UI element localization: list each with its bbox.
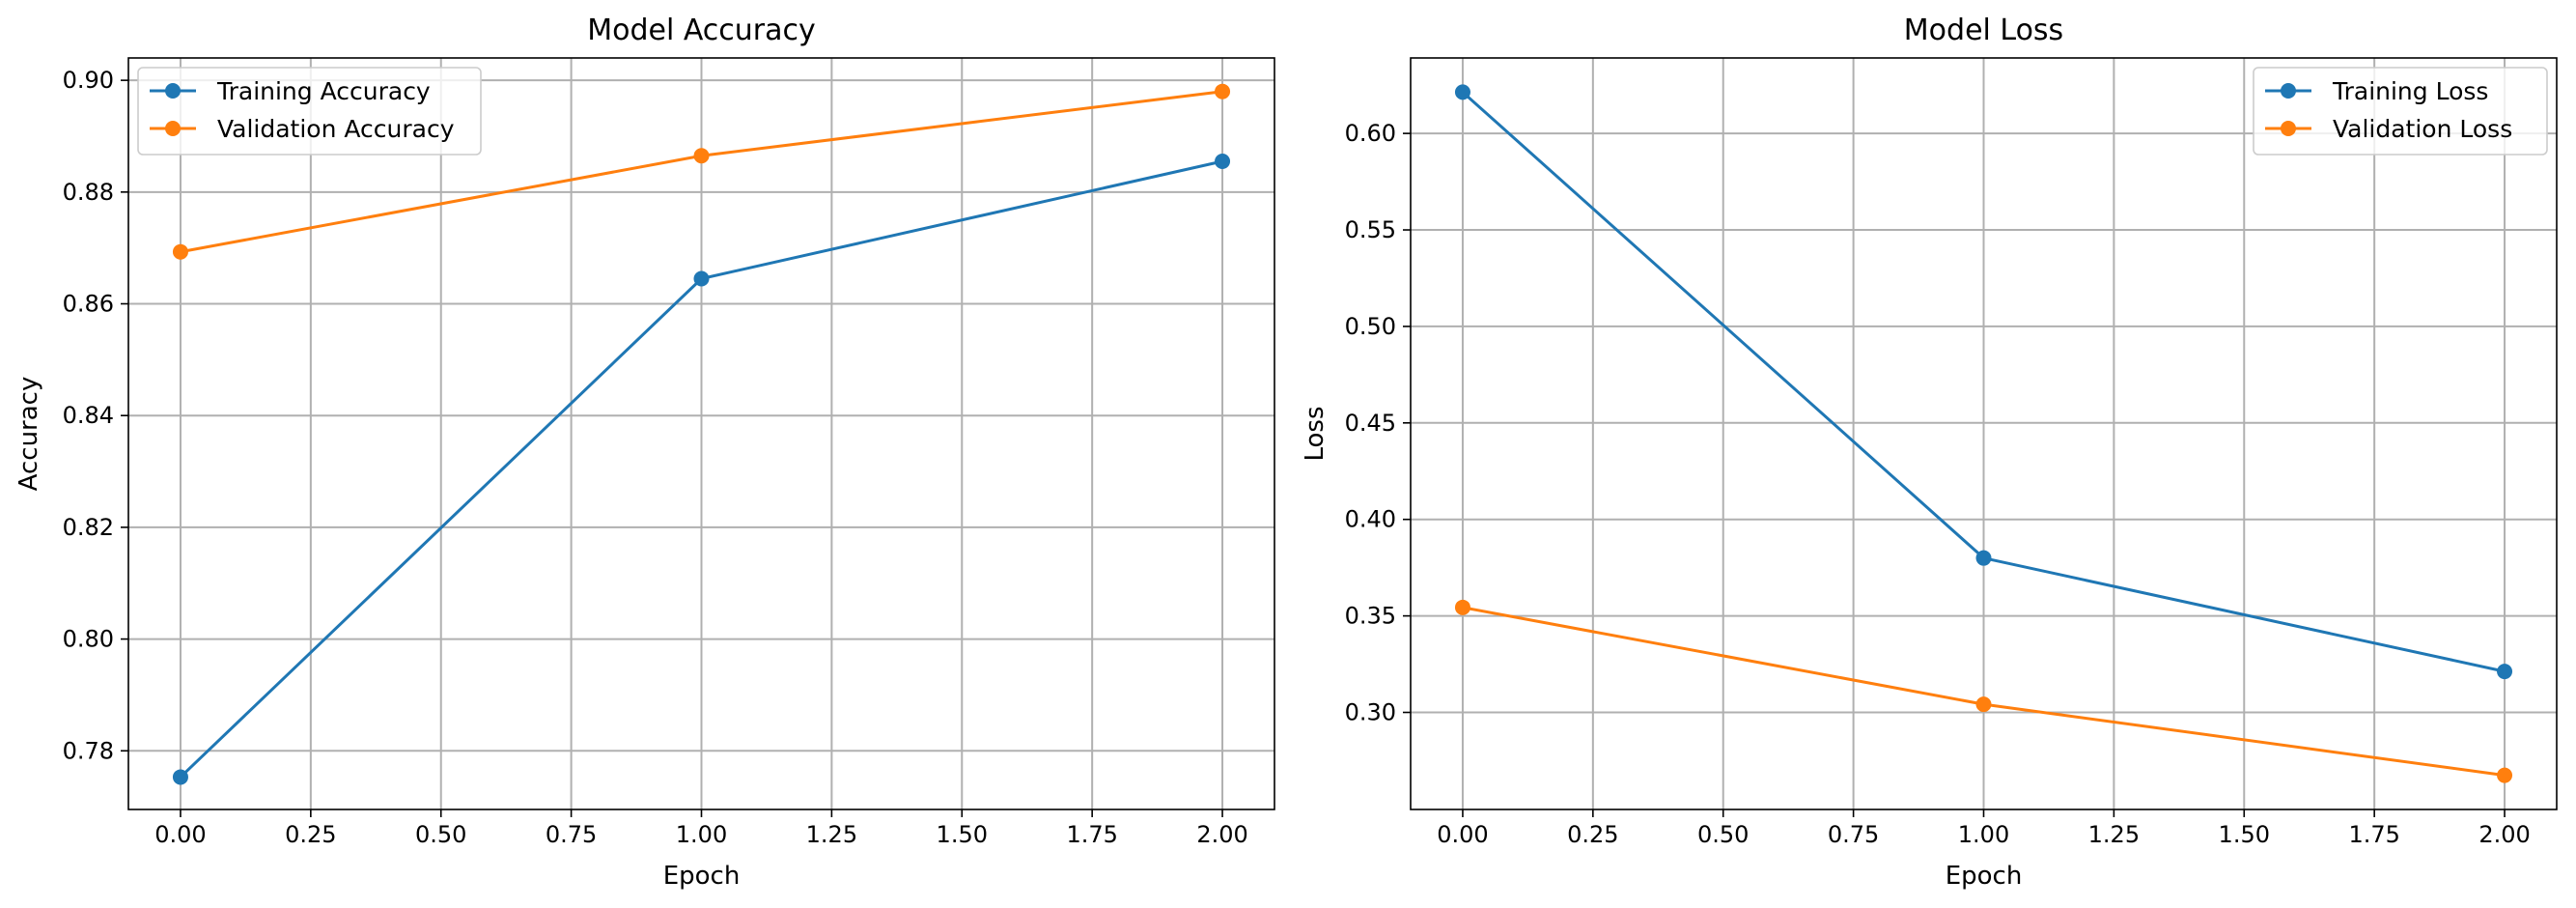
validation-loss-point xyxy=(1454,599,1470,615)
validation-accuracy-point xyxy=(693,148,710,164)
accuracy-x-tick-label: 1.00 xyxy=(676,821,727,848)
accuracy-x-tick-label: 0.50 xyxy=(415,821,466,848)
loss-x-tick-label: 0.25 xyxy=(1567,821,1618,848)
training-accuracy-point xyxy=(693,270,710,287)
accuracy-x-tick-label: 1.50 xyxy=(937,821,988,848)
training-loss-legend-marker xyxy=(2281,83,2296,99)
accuracy-y-tick-label: 0.88 xyxy=(63,179,114,206)
validation-accuracy-legend-marker xyxy=(165,121,181,136)
training-accuracy-legend-label: Training Accuracy xyxy=(216,77,431,105)
accuracy-y-axis-label: Accuracy xyxy=(14,377,43,492)
loss-x-tick-label: 0.00 xyxy=(1437,821,1488,848)
loss-x-tick-label: 1.00 xyxy=(1958,821,2009,848)
accuracy-y-tick-label: 0.90 xyxy=(63,67,114,94)
validation-accuracy-point xyxy=(1215,83,1231,99)
loss-y-tick-label: 0.45 xyxy=(1345,410,1396,437)
accuracy-y-tick-label: 0.80 xyxy=(63,626,114,653)
accuracy-y-tick-label: 0.84 xyxy=(63,402,114,429)
validation-accuracy-legend-label: Validation Accuracy xyxy=(217,115,455,143)
accuracy-y-tick-label: 0.78 xyxy=(63,737,114,764)
loss-x-axis-label: Epoch xyxy=(1946,862,2023,891)
accuracy-legend: Training Accuracy Validation Accuracy xyxy=(137,67,482,156)
accuracy-y-tick-label: 0.82 xyxy=(63,514,114,541)
training-accuracy-legend-marker xyxy=(165,83,181,99)
loss-x-tick-label: 0.75 xyxy=(1828,821,1879,848)
validation-accuracy-point xyxy=(172,243,188,260)
loss-x-tick-label: 1.75 xyxy=(2348,821,2399,848)
loss-x-tick-label: 1.50 xyxy=(2219,821,2270,848)
loss-legend: Training Loss Validation Loss xyxy=(2253,67,2548,156)
accuracy-x-tick-label: 0.00 xyxy=(154,821,206,848)
training-loss-point xyxy=(2497,664,2513,680)
loss-x-tick-label: 0.50 xyxy=(1697,821,1749,848)
accuracy-x-tick-label: 0.25 xyxy=(285,821,336,848)
loss-chart-title: Model Loss xyxy=(1904,14,2063,47)
training-loss-point xyxy=(1975,550,1992,566)
loss-y-tick-label: 0.40 xyxy=(1345,506,1396,533)
loss-x-tick-label: 2.00 xyxy=(2478,821,2530,848)
training-accuracy-point xyxy=(172,769,188,785)
accuracy-x-tick-label: 0.75 xyxy=(546,821,597,848)
training-accuracy-point xyxy=(1215,154,1231,170)
validation-loss-legend-label: Validation Loss xyxy=(2333,115,2512,143)
loss-chart: 0.00 0.25 0.50 0.75 1.00 1.25 1.50 1.75 2.00 0.30… xyxy=(1301,14,2558,891)
loss-y-tick-label: 0.55 xyxy=(1345,216,1396,243)
accuracy-x-tick-label: 2.00 xyxy=(1196,821,1247,848)
loss-y-tick-label: 0.60 xyxy=(1345,120,1396,147)
loss-x-tick-label: 1.25 xyxy=(2088,821,2140,848)
loss-legend-box xyxy=(2253,67,2548,156)
accuracy-x-tick-label: 1.25 xyxy=(806,821,857,848)
loss-y-tick-label: 0.30 xyxy=(1345,699,1396,726)
loss-y-tick-label: 0.50 xyxy=(1345,313,1396,340)
accuracy-x-tick-label: 1.75 xyxy=(1066,821,1117,848)
loss-y-tick-label: 0.35 xyxy=(1345,603,1396,630)
validation-loss-point xyxy=(1975,696,1992,713)
accuracy-legend-box xyxy=(137,67,482,156)
training-loss-point xyxy=(1454,84,1470,100)
accuracy-chart-title: Model Accuracy xyxy=(587,14,816,47)
training-loss-legend-label: Training Loss xyxy=(2332,77,2488,105)
validation-loss-legend-marker xyxy=(2281,121,2296,136)
loss-y-axis-label: Loss xyxy=(1301,406,1330,461)
accuracy-chart: 0.00 0.25 0.50 0.75 1.00 1.25 1.50 1.75 2.00 0.78… xyxy=(14,14,1275,891)
accuracy-x-axis-label: Epoch xyxy=(663,862,741,891)
accuracy-y-tick-label: 0.86 xyxy=(63,291,114,318)
validation-loss-point xyxy=(2497,767,2513,783)
